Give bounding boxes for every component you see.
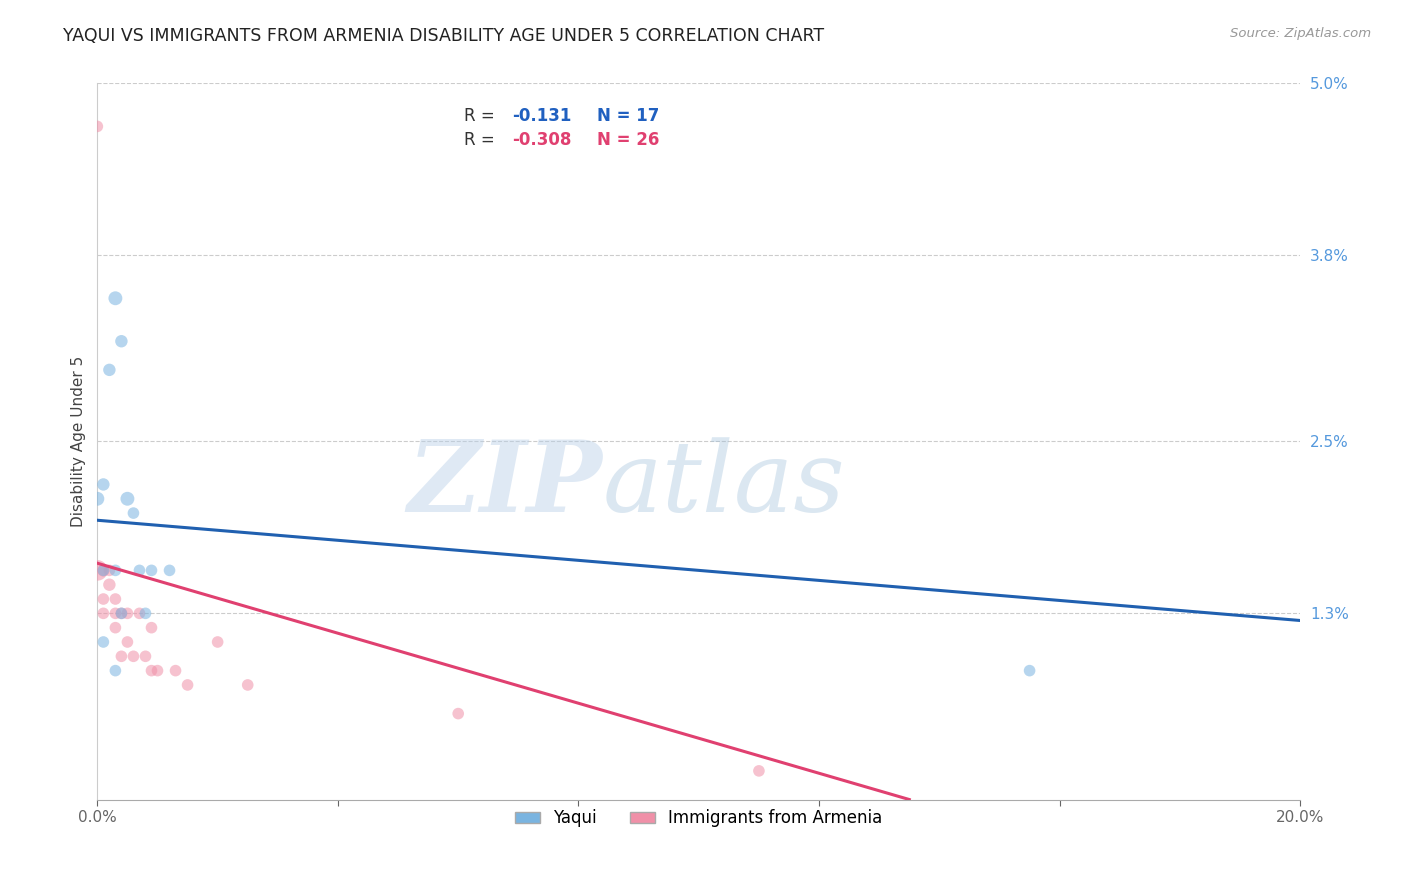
Point (98, 577, 121, 591)
Point (98, 563, 121, 577)
Legend: Yaqui, Immigrants from Armenia: Yaqui, Immigrants from Armenia (508, 803, 890, 834)
Point (104, 592, 127, 607)
Point (117, 491, 139, 506)
Point (86, 563, 108, 577)
Text: ZIP: ZIP (408, 436, 603, 533)
Point (447, 706, 470, 721)
Point (104, 664, 127, 678)
Point (1018, 664, 1040, 678)
Point (748, 764, 770, 778)
Point (110, 334, 132, 349)
Point (93, 635, 115, 649)
Point (98, 363, 121, 377)
Point (141, 563, 163, 577)
Point (104, 621, 127, 635)
Point (110, 607, 132, 621)
Point (128, 563, 150, 577)
Point (176, 678, 198, 692)
Point (93, 563, 115, 577)
Point (207, 635, 229, 649)
Point (93, 592, 115, 607)
Text: -0.131: -0.131 (512, 107, 572, 125)
Point (117, 607, 139, 621)
Point (236, 678, 259, 692)
Point (104, 291, 127, 305)
Point (128, 607, 150, 621)
Text: R =: R = (464, 131, 506, 149)
Point (122, 506, 145, 520)
Point (134, 607, 156, 621)
Point (117, 635, 139, 649)
Point (165, 664, 187, 678)
Point (122, 649, 145, 664)
Point (141, 621, 163, 635)
Text: N = 26: N = 26 (596, 131, 659, 149)
Point (159, 563, 181, 577)
Text: YAQUI VS IMMIGRANTS FROM ARMENIA DISABILITY AGE UNDER 5 CORRELATION CHART: YAQUI VS IMMIGRANTS FROM ARMENIA DISABIL… (63, 27, 824, 45)
Point (104, 563, 127, 577)
Point (86, 491, 108, 506)
Point (93, 607, 115, 621)
Point (110, 649, 132, 664)
Point (86, 120, 108, 134)
Point (104, 607, 127, 621)
Point (141, 664, 163, 678)
Point (110, 607, 132, 621)
Point (134, 649, 156, 664)
Text: -0.308: -0.308 (512, 131, 572, 149)
Text: R =: R = (464, 107, 506, 125)
Y-axis label: Disability Age Under 5: Disability Age Under 5 (72, 356, 86, 527)
Point (93, 477, 115, 491)
Point (93, 563, 115, 577)
Point (146, 664, 169, 678)
Text: atlas: atlas (603, 437, 845, 533)
Text: N = 17: N = 17 (596, 107, 659, 125)
Text: Source: ZipAtlas.com: Source: ZipAtlas.com (1230, 27, 1371, 40)
